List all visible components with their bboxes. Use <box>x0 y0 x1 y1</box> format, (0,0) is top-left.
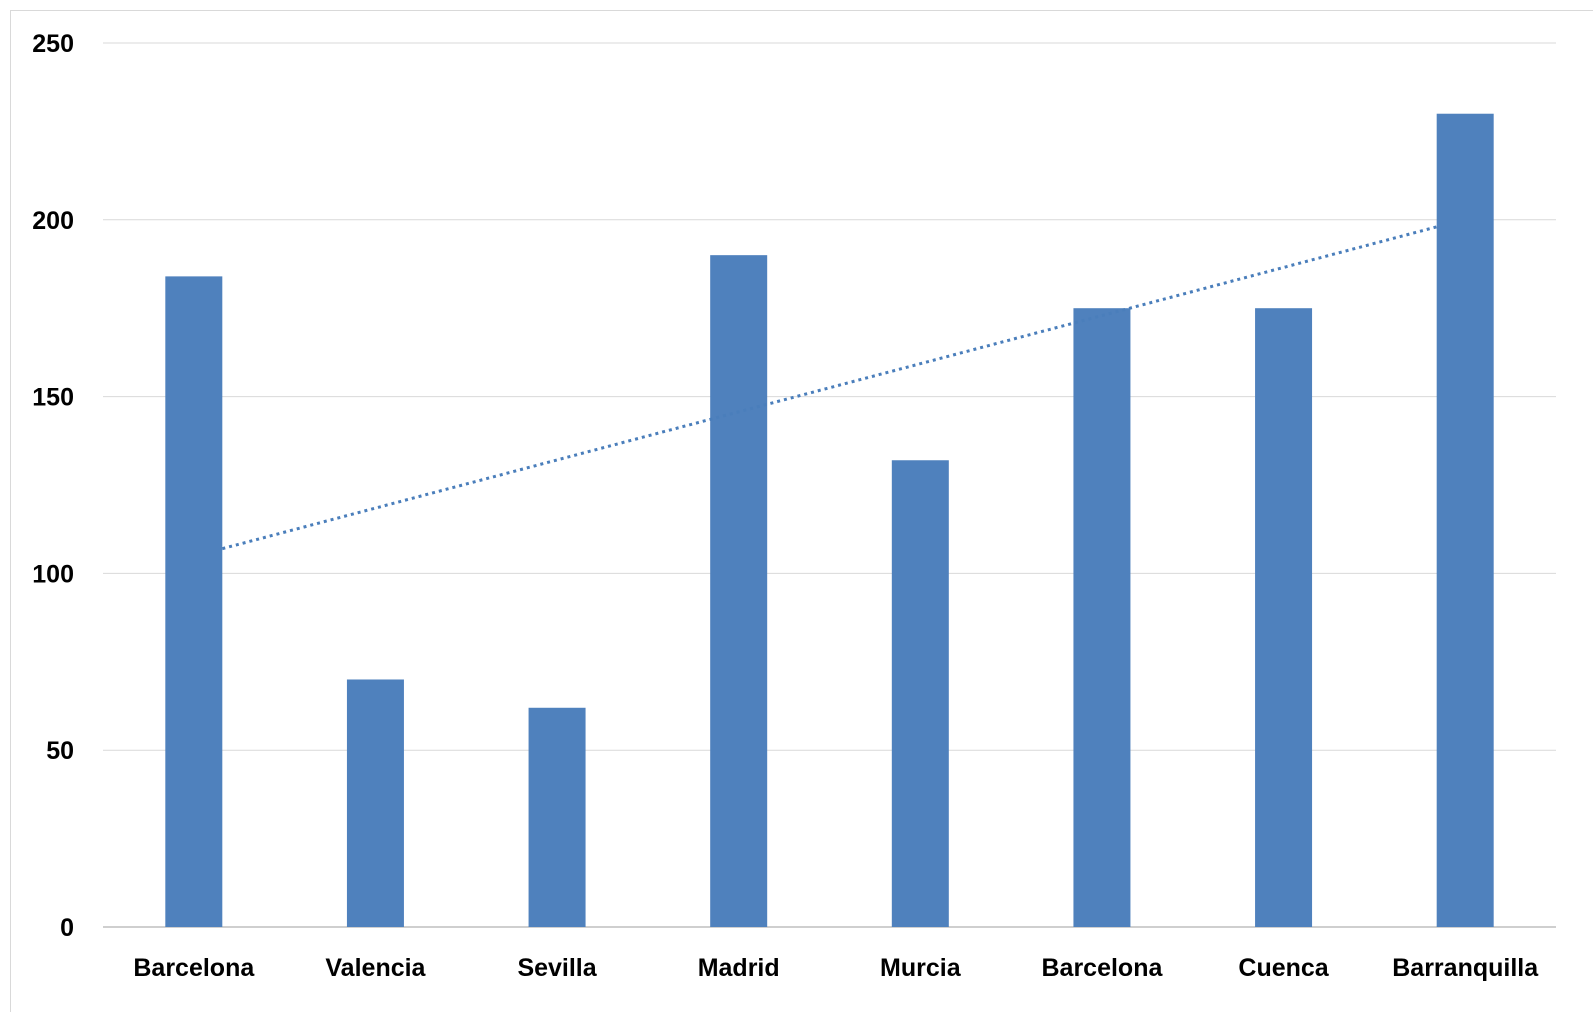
y-tick-label: 0 <box>60 914 74 942</box>
y-axis-ticks: 0 50 100 150 200 250 <box>32 30 74 942</box>
y-tick-label: 50 <box>46 737 74 765</box>
x-tick-label: Valencia <box>325 954 426 982</box>
bar <box>1436 113 1494 928</box>
bar <box>346 679 404 927</box>
bar <box>165 276 223 928</box>
trendline <box>221 225 1438 551</box>
y-tick-label: 250 <box>32 30 74 58</box>
y-tick-label: 150 <box>32 384 74 412</box>
x-tick-label: Sevilla <box>517 954 597 982</box>
bar <box>1073 308 1131 927</box>
y-tick-label: 200 <box>32 207 74 235</box>
y-tick-label: 100 <box>32 560 74 588</box>
x-tick-label: Cuenca <box>1238 954 1329 982</box>
bar <box>528 707 586 927</box>
bar <box>710 255 768 927</box>
bar <box>1255 308 1313 927</box>
x-tick-label: Madrid <box>698 954 780 982</box>
bars <box>165 113 1494 928</box>
x-tick-label: Murcia <box>880 954 962 982</box>
gridlines <box>103 42 1556 928</box>
x-tick-label: Barranquilla <box>1392 954 1539 982</box>
chart-frame <box>10 10 1593 1012</box>
x-tick-label: Barcelona <box>133 954 255 982</box>
trendline-layer <box>221 225 1438 551</box>
x-axis-ticks: Barcelona Valencia Sevilla Madrid Murcia Barc… <box>133 954 1539 982</box>
bar <box>891 460 949 927</box>
x-tick-label: Barcelona <box>1041 954 1163 982</box>
